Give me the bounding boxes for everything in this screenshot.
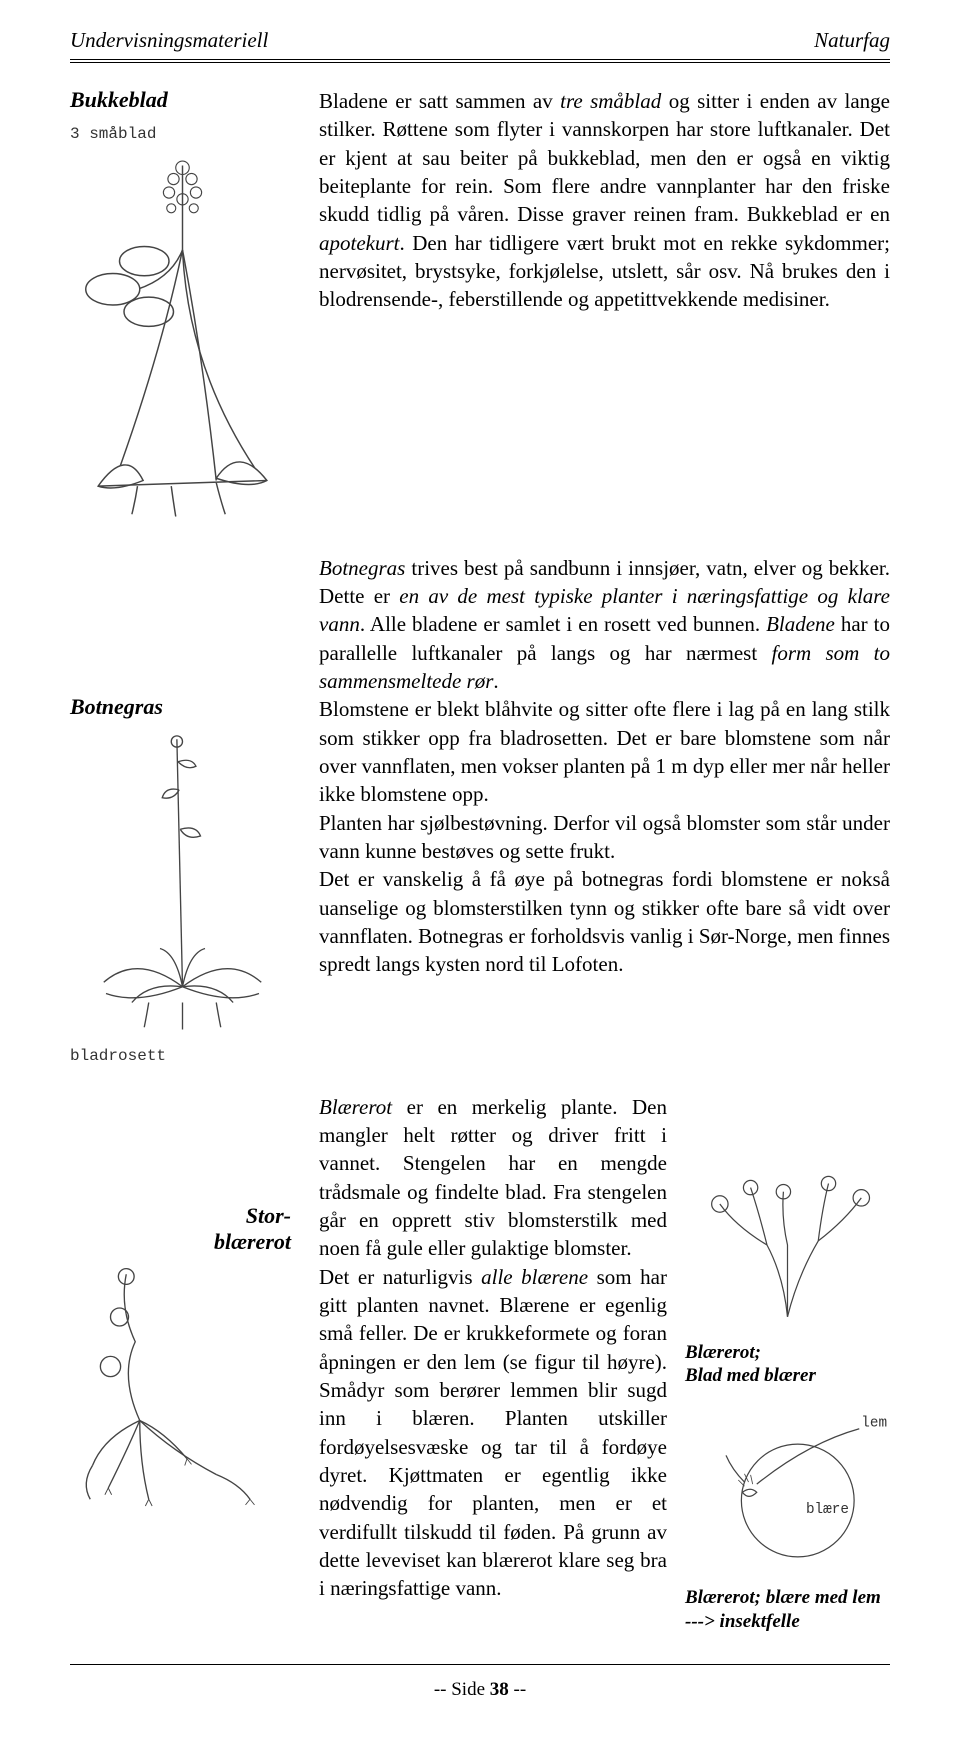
storblaererot-text-col: Blærerot er en merkelig plante. Den mang… bbox=[319, 1093, 667, 1634]
blaererot-trap-illustration: lem blære bbox=[685, 1398, 890, 1572]
page-footer: -- Side 38 -- bbox=[70, 1679, 890, 1701]
section-bukkeblad: Bukkeblad 3 småblad bbox=[70, 87, 890, 526]
footer-page-number: 38 bbox=[490, 1679, 509, 1700]
botnegras-illustration bbox=[70, 728, 295, 1043]
header-rule-2 bbox=[70, 62, 890, 63]
header-left: Undervisningsmateriell bbox=[70, 28, 268, 53]
page-header: Undervisningsmateriell Naturfag bbox=[70, 28, 890, 53]
footer-rule bbox=[70, 1664, 890, 1665]
blaererot-caption-1: Blærerot; Blad med blærer bbox=[685, 1341, 890, 1389]
bukkeblad-leftcol: Bukkeblad 3 småblad bbox=[70, 87, 295, 526]
section-botnegras: Botnegras bbox=[70, 554, 890, 1065]
page: Undervisningsmateriell Naturfag Bukkebla… bbox=[0, 0, 960, 1741]
botnegras-text-col: Botnegras trives best på sandbunn i inns… bbox=[319, 554, 890, 1065]
section-storblaererot: Stor- blærerot bbox=[70, 1093, 890, 1634]
bukkeblad-illustration bbox=[70, 143, 295, 526]
storblaererot-figures: Blærerot; Blad med blærer lem blære bbox=[685, 1093, 890, 1634]
botnegras-figlabel: bladrosett bbox=[70, 1047, 295, 1065]
storblaererot-right: Blærerot er en merkelig plante. Den mang… bbox=[319, 1093, 890, 1634]
storblaererot-illustration bbox=[70, 1263, 295, 1522]
bukkeblad-text-col: Bladene er satt sammen av tre småblad og… bbox=[319, 87, 890, 526]
bukkeblad-paragraph: Bladene er satt sammen av tre småblad og… bbox=[319, 87, 890, 314]
fig2-label-lem: lem bbox=[861, 1416, 887, 1432]
botnegras-leftcol: Botnegras bbox=[70, 554, 295, 1065]
botnegras-label: Botnegras bbox=[70, 694, 295, 720]
header-rule-1 bbox=[70, 59, 890, 60]
fig2-label-blaere: blære bbox=[806, 1502, 849, 1518]
blaererot-leaf-illustration bbox=[685, 1163, 890, 1327]
header-right: Naturfag bbox=[814, 28, 890, 53]
bukkeblad-figlabel: 3 småblad bbox=[70, 125, 295, 143]
botnegras-paragraph: Botnegras trives best på sandbunn i inns… bbox=[319, 554, 890, 979]
storblaererot-paragraph: Blærerot er en merkelig plante. Den mang… bbox=[319, 1093, 667, 1603]
bukkeblad-label: Bukkeblad bbox=[70, 87, 295, 113]
footer-suffix: -- bbox=[509, 1679, 526, 1700]
storblaererot-leftcol: Stor- blærerot bbox=[70, 1093, 295, 1634]
storblaererot-label: Stor- blærerot bbox=[70, 1203, 295, 1255]
footer-prefix: -- Side bbox=[434, 1679, 490, 1700]
